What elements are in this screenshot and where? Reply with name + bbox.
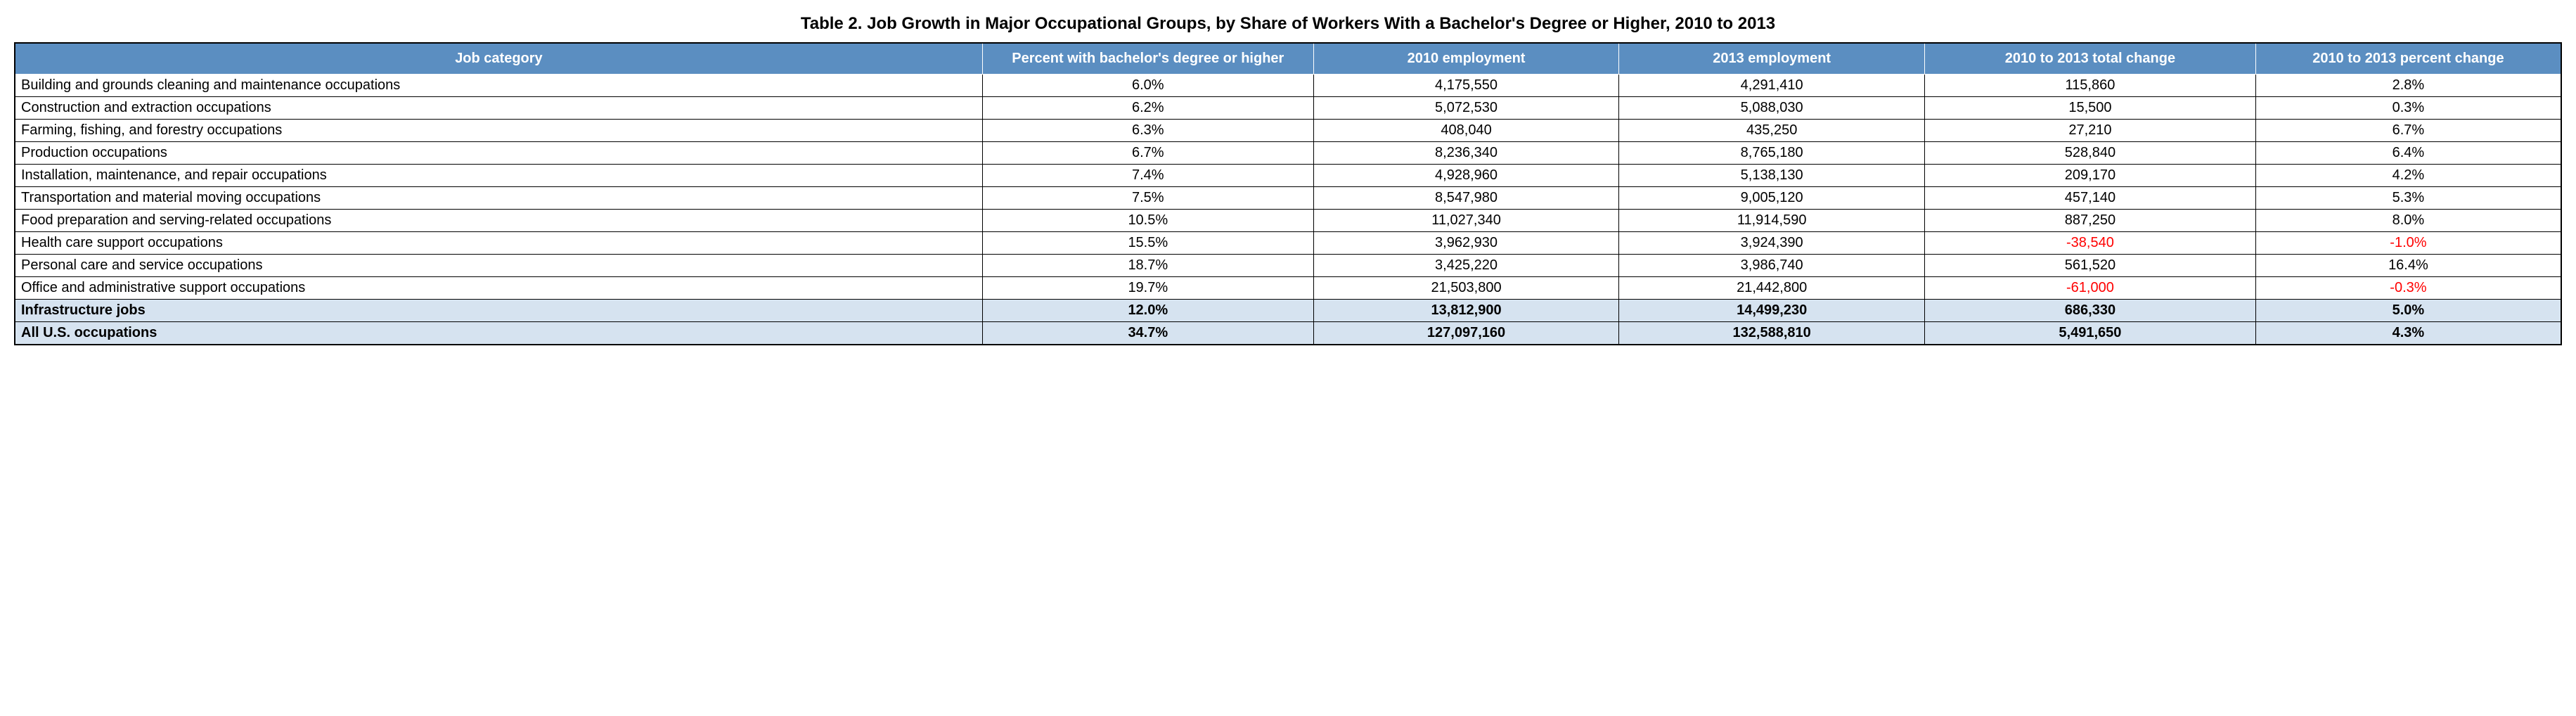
col-header-pct-change: 2010 to 2013 percent change: [2255, 43, 2561, 75]
table-row: Production occupations6.7%8,236,3408,765…: [15, 142, 2561, 165]
table-row: Building and grounds cleaning and mainte…: [15, 75, 2561, 97]
table-row: Health care support occupations15.5%3,96…: [15, 232, 2561, 255]
cell-emp-2013: 5,088,030: [1619, 97, 1925, 120]
col-header-emp-2013: 2013 employment: [1619, 43, 1925, 75]
cell-pct-bachelor: 7.5%: [982, 187, 1313, 210]
cell-pct-bachelor: 15.5%: [982, 232, 1313, 255]
table-row: Personal care and service occupations18.…: [15, 255, 2561, 277]
table-body: Building and grounds cleaning and mainte…: [15, 75, 2561, 345]
cell-emp-2010: 13,812,900: [1313, 300, 1619, 322]
cell-pct-bachelor: 18.7%: [982, 255, 1313, 277]
cell-total-change: 528,840: [1924, 142, 2255, 165]
cell-emp-2013: 3,986,740: [1619, 255, 1925, 277]
cell-emp-2013: 4,291,410: [1619, 75, 1925, 97]
table-row: Construction and extraction occupations6…: [15, 97, 2561, 120]
cell-emp-2013: 5,138,130: [1619, 165, 1925, 187]
col-header-category: Job category: [15, 43, 982, 75]
col-header-emp-2010: 2010 employment: [1313, 43, 1619, 75]
cell-pct-bachelor: 6.0%: [982, 75, 1313, 97]
col-header-pct-bachelor: Percent with bachelor's degree or higher: [982, 43, 1313, 75]
cell-total-change: 457,140: [1924, 187, 2255, 210]
cell-pct-change: 5.0%: [2255, 300, 2561, 322]
cell-category: Personal care and service occupations: [15, 255, 982, 277]
cell-category: Construction and extraction occupations: [15, 97, 982, 120]
cell-emp-2013: 14,499,230: [1619, 300, 1925, 322]
cell-total-change: 887,250: [1924, 210, 2255, 232]
cell-pct-change: 4.2%: [2255, 165, 2561, 187]
cell-total-change: -61,000: [1924, 277, 2255, 300]
cell-emp-2010: 408,040: [1313, 120, 1619, 142]
cell-total-change: 115,860: [1924, 75, 2255, 97]
cell-emp-2010: 21,503,800: [1313, 277, 1619, 300]
cell-pct-bachelor: 6.2%: [982, 97, 1313, 120]
cell-category: Transportation and material moving occup…: [15, 187, 982, 210]
table-row: Farming, fishing, and forestry occupatio…: [15, 120, 2561, 142]
cell-category: Food preparation and serving-related occ…: [15, 210, 982, 232]
cell-pct-bachelor: 10.5%: [982, 210, 1313, 232]
cell-emp-2013: 9,005,120: [1619, 187, 1925, 210]
cell-total-change: 27,210: [1924, 120, 2255, 142]
cell-emp-2010: 3,425,220: [1313, 255, 1619, 277]
col-header-total-change: 2010 to 2013 total change: [1924, 43, 2255, 75]
cell-emp-2010: 3,962,930: [1313, 232, 1619, 255]
cell-emp-2010: 11,027,340: [1313, 210, 1619, 232]
cell-pct-bachelor: 6.7%: [982, 142, 1313, 165]
cell-emp-2013: 8,765,180: [1619, 142, 1925, 165]
cell-pct-change: -0.3%: [2255, 277, 2561, 300]
cell-pct-change: -1.0%: [2255, 232, 2561, 255]
summary-row: All U.S. occupations34.7%127,097,160132,…: [15, 322, 2561, 345]
table-header: Job category Percent with bachelor's deg…: [15, 43, 2561, 75]
cell-pct-change: 16.4%: [2255, 255, 2561, 277]
cell-pct-bachelor: 12.0%: [982, 300, 1313, 322]
table-row: Transportation and material moving occup…: [15, 187, 2561, 210]
cell-pct-bachelor: 34.7%: [982, 322, 1313, 345]
cell-category: Farming, fishing, and forestry occupatio…: [15, 120, 982, 142]
cell-total-change: 561,520: [1924, 255, 2255, 277]
cell-pct-change: 5.3%: [2255, 187, 2561, 210]
cell-pct-change: 4.3%: [2255, 322, 2561, 345]
cell-emp-2013: 132,588,810: [1619, 322, 1925, 345]
cell-emp-2010: 8,236,340: [1313, 142, 1619, 165]
cell-emp-2013: 21,442,800: [1619, 277, 1925, 300]
cell-category: Installation, maintenance, and repair oc…: [15, 165, 982, 187]
cell-category: All U.S. occupations: [15, 322, 982, 345]
header-row: Job category Percent with bachelor's deg…: [15, 43, 2561, 75]
table-row: Office and administrative support occupa…: [15, 277, 2561, 300]
cell-pct-bachelor: 7.4%: [982, 165, 1313, 187]
cell-emp-2013: 11,914,590: [1619, 210, 1925, 232]
cell-category: Health care support occupations: [15, 232, 982, 255]
cell-pct-change: 6.7%: [2255, 120, 2561, 142]
cell-emp-2010: 127,097,160: [1313, 322, 1619, 345]
cell-total-change: 5,491,650: [1924, 322, 2255, 345]
cell-emp-2013: 3,924,390: [1619, 232, 1925, 255]
job-growth-table: Job category Percent with bachelor's deg…: [14, 42, 2562, 345]
cell-category: Infrastructure jobs: [15, 300, 982, 322]
cell-category: Office and administrative support occupa…: [15, 277, 982, 300]
summary-row: Infrastructure jobs12.0%13,812,90014,499…: [15, 300, 2561, 322]
cell-pct-change: 6.4%: [2255, 142, 2561, 165]
cell-total-change: 209,170: [1924, 165, 2255, 187]
cell-total-change: 15,500: [1924, 97, 2255, 120]
cell-pct-change: 0.3%: [2255, 97, 2561, 120]
cell-total-change: -38,540: [1924, 232, 2255, 255]
cell-pct-bachelor: 19.7%: [982, 277, 1313, 300]
cell-emp-2010: 5,072,530: [1313, 97, 1619, 120]
table-container: Table 2. Job Growth in Major Occupationa…: [14, 14, 2562, 345]
cell-emp-2010: 4,928,960: [1313, 165, 1619, 187]
cell-category: Building and grounds cleaning and mainte…: [15, 75, 982, 97]
cell-pct-change: 2.8%: [2255, 75, 2561, 97]
table-title: Table 2. Job Growth in Major Occupationa…: [14, 14, 2562, 34]
cell-emp-2013: 435,250: [1619, 120, 1925, 142]
table-row: Food preparation and serving-related occ…: [15, 210, 2561, 232]
cell-category: Production occupations: [15, 142, 982, 165]
cell-pct-change: 8.0%: [2255, 210, 2561, 232]
table-row: Installation, maintenance, and repair oc…: [15, 165, 2561, 187]
cell-pct-bachelor: 6.3%: [982, 120, 1313, 142]
cell-emp-2010: 8,547,980: [1313, 187, 1619, 210]
cell-emp-2010: 4,175,550: [1313, 75, 1619, 97]
cell-total-change: 686,330: [1924, 300, 2255, 322]
